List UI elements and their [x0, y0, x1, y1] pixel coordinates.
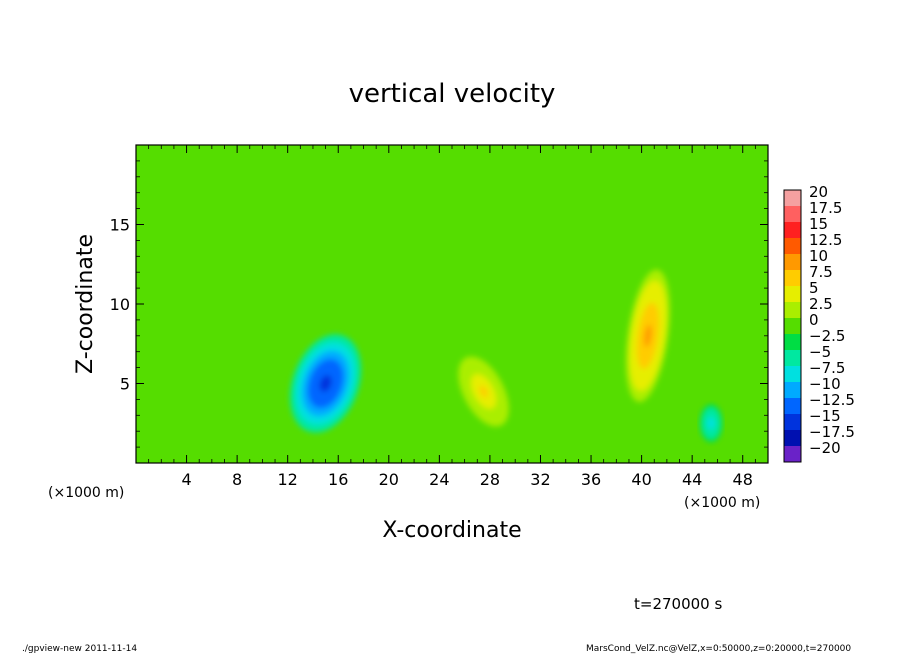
time-label: t=270000 s — [634, 595, 722, 613]
x-tick-label: 40 — [631, 470, 651, 489]
colorbar-swatch — [784, 334, 801, 350]
y-tick-label: 10 — [110, 295, 130, 314]
colorbar-swatch — [784, 446, 801, 462]
field-feature — [290, 334, 362, 433]
colorbar: 2017.51512.5107.552.50−2.5−5−7.5−10−12.5… — [783, 183, 855, 463]
field-contour — [319, 375, 332, 392]
colorbar-label: −7.5 — [809, 359, 845, 377]
colorbar-label: 5 — [809, 279, 819, 297]
colorbar-label: −15 — [809, 407, 841, 425]
colorbar-label: −2.5 — [809, 327, 845, 345]
field-feature — [625, 269, 670, 402]
x-axis-title: X-coordinate — [382, 518, 521, 543]
x-axis-ticks: 4 8 12 16 20 24 28 32 36 40 44 48 — [148, 145, 756, 489]
colorbar-label: −17.5 — [809, 423, 855, 441]
colorbar-label: 17.5 — [809, 199, 842, 217]
x-tick-label: 44 — [682, 470, 702, 489]
colorbar-swatch — [784, 270, 801, 286]
colorbar-swatch — [784, 238, 801, 254]
colorbar-label: 20 — [809, 183, 828, 201]
field-feature — [458, 356, 509, 427]
colorbar-label: 10 — [809, 247, 828, 265]
colorbar-swatch — [784, 350, 801, 366]
colorbar-label: −10 — [809, 375, 841, 393]
y-tick-label: 5 — [120, 375, 130, 394]
x-unit-label-right: (×1000 m) — [684, 495, 760, 511]
colorbar-label: 2.5 — [809, 295, 833, 313]
x-tick-label: 4 — [181, 470, 191, 489]
colorbar-swatch — [784, 302, 801, 318]
colorbar-label: 7.5 — [809, 263, 833, 281]
colorbar-label: −12.5 — [809, 391, 855, 409]
x-unit-label-left: (×1000 m) — [48, 485, 124, 501]
colorbar-swatch — [784, 190, 801, 206]
colorbar-label: 15 — [809, 215, 828, 233]
colorbar-swatch — [784, 222, 801, 238]
colorbar-swatch — [784, 430, 801, 446]
x-tick-label: 24 — [429, 470, 449, 489]
x-tick-label: 12 — [278, 470, 298, 489]
colorbar-swatch — [784, 318, 801, 334]
colorbar-swatch — [784, 286, 801, 302]
footer-left: ./gpview-new 2011-11-14 — [22, 644, 137, 654]
colorbar-label: −20 — [809, 439, 841, 457]
colorbar-swatch — [784, 414, 801, 430]
velocity-field — [136, 145, 768, 463]
colorbar-swatch — [784, 382, 801, 398]
colorbar-swatch — [784, 206, 801, 222]
y-tick-label: 15 — [110, 216, 130, 235]
x-tick-label: 48 — [733, 470, 753, 489]
x-tick-label: 16 — [328, 470, 348, 489]
field-background — [136, 145, 768, 463]
field-feature — [699, 404, 723, 443]
field-contour — [644, 324, 652, 347]
field-contour — [479, 385, 488, 398]
colorbar-swatch — [784, 254, 801, 270]
colorbar-swatch — [784, 366, 801, 382]
y-axis-title: Z-coordinate — [73, 234, 98, 374]
x-tick-label: 20 — [379, 470, 399, 489]
colorbar-swatch — [784, 398, 801, 414]
footer-right: MarsCond_VelZ.nc@VelZ,x=0:50000,z=0:2000… — [586, 644, 851, 654]
x-tick-label: 32 — [530, 470, 550, 489]
chart-title: vertical velocity — [349, 79, 556, 109]
colorbar-label: 0 — [809, 311, 819, 329]
x-tick-label: 36 — [581, 470, 601, 489]
field-contour — [709, 420, 714, 427]
x-tick-label: 28 — [480, 470, 500, 489]
colorbar-frame — [783, 189, 802, 463]
x-tick-label: 8 — [232, 470, 242, 489]
y-axis-ticks: 5 10 15 — [110, 160, 768, 448]
colorbar-label: −5 — [809, 343, 831, 361]
colorbar-label: 12.5 — [809, 231, 842, 249]
